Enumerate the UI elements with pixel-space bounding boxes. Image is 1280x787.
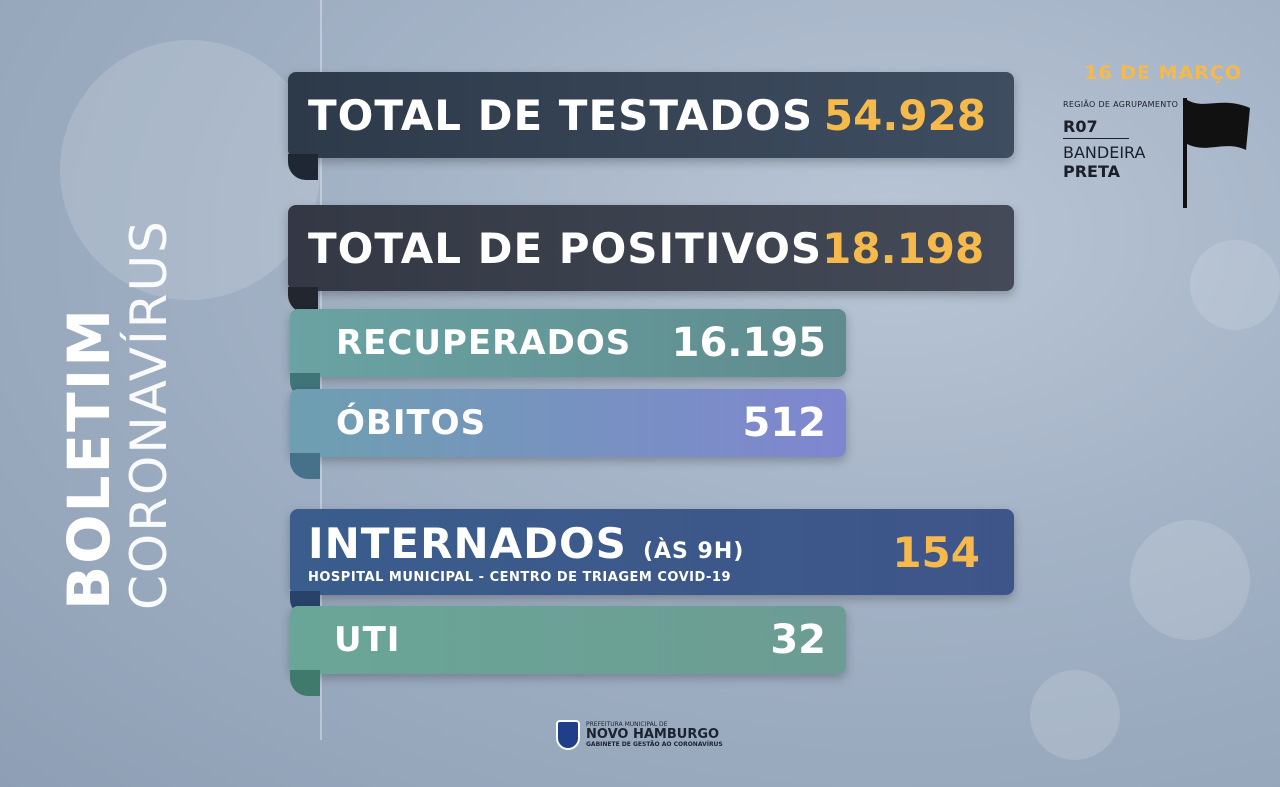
logo-pre: PREFEITURA MUNICIPAL DE bbox=[586, 720, 668, 728]
logo-sub: GABINETE DE GESTÃO AO CORONAVÍRUS bbox=[586, 740, 723, 748]
virus-decoration bbox=[1130, 520, 1250, 640]
stat-positivos: TOTAL DE POSITIVOS 18.198 bbox=[288, 205, 1014, 313]
stat-label: ÓBITOS bbox=[336, 403, 487, 443]
side-title-light: CORONAVÍRUS bbox=[120, 219, 178, 610]
stat-uti: UTI 32 bbox=[290, 606, 846, 696]
stat-value: 154 bbox=[892, 527, 980, 577]
side-title: BOLETIM CORONAVÍRUS bbox=[55, 219, 178, 610]
city-logo: PREFEITURA MUNICIPAL DE NOVO HAMBURGO GA… bbox=[556, 720, 723, 750]
virus-decoration bbox=[1190, 240, 1280, 330]
stat-value: 18.198 bbox=[822, 223, 985, 273]
stat-value: 16.195 bbox=[671, 320, 826, 366]
stat-internados: INTERNADOS (ÀS 9H) HOSPITAL MUNICIPAL - … bbox=[290, 509, 1014, 617]
region-info: REGIÃO DE AGRUPAMENTO R07 BANDEIRA PRETA bbox=[1063, 100, 1178, 181]
side-title-bold: BOLETIM bbox=[55, 307, 123, 610]
city-shield-icon bbox=[556, 720, 580, 750]
ribbon-fold bbox=[290, 670, 320, 696]
stat-label: UTI bbox=[334, 620, 401, 660]
stat-testados: TOTAL DE TESTADOS 54.928 bbox=[288, 72, 1014, 180]
black-flag-icon bbox=[1183, 98, 1250, 208]
stat-label: TOTAL DE POSITIVOS bbox=[308, 223, 823, 273]
stat-recuperados: RECUPERADOS 16.195 bbox=[290, 309, 846, 399]
logo-text: PREFEITURA MUNICIPAL DE NOVO HAMBURGO GA… bbox=[586, 720, 723, 748]
stat-value: 512 bbox=[742, 400, 827, 446]
region-caption: REGIÃO DE AGRUPAMENTO bbox=[1063, 100, 1179, 109]
stat-time: (ÀS 9H) bbox=[642, 539, 745, 564]
band-color: PRETA bbox=[1063, 162, 1121, 181]
stat-value: 54.928 bbox=[823, 90, 986, 140]
ribbon-fold bbox=[290, 453, 320, 479]
stat-label: RECUPERADOS bbox=[336, 323, 632, 363]
date-label: 16 DE MARÇO bbox=[1084, 62, 1242, 84]
virus-decoration bbox=[1030, 670, 1120, 760]
internados-title: INTERNADOS (ÀS 9H) bbox=[308, 519, 744, 568]
stat-label: INTERNADOS bbox=[308, 519, 627, 568]
virus-decoration bbox=[60, 40, 320, 300]
stat-obitos: ÓBITOS 512 bbox=[290, 389, 846, 479]
band-label: BANDEIRA bbox=[1063, 143, 1146, 162]
stat-value: 32 bbox=[770, 617, 826, 663]
region-code: R07 bbox=[1063, 117, 1129, 139]
internados-text: INTERNADOS (ÀS 9H) HOSPITAL MUNICIPAL - … bbox=[308, 519, 744, 585]
stat-note: HOSPITAL MUNICIPAL - CENTRO DE TRIAGEM C… bbox=[308, 570, 732, 585]
logo-name: NOVO HAMBURGO bbox=[586, 727, 720, 743]
stat-label: TOTAL DE TESTADOS bbox=[308, 90, 814, 140]
